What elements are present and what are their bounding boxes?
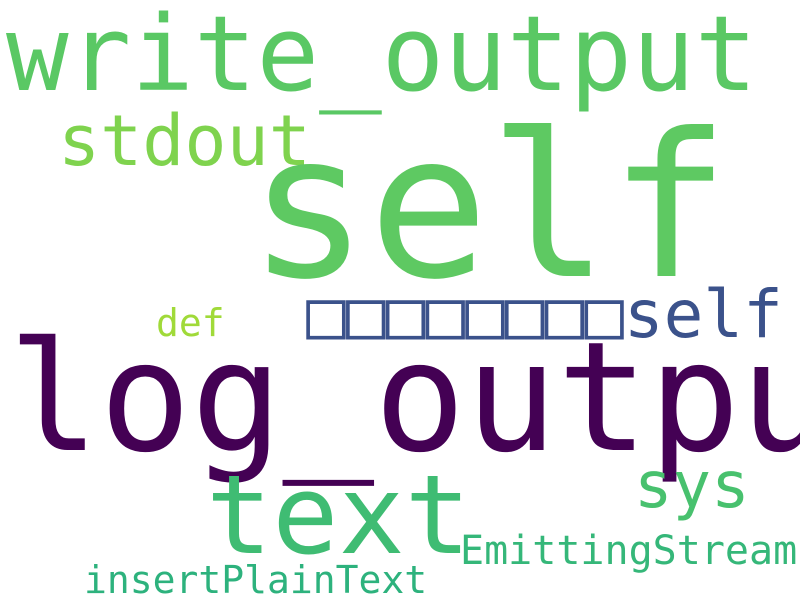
word-sys: sys: [634, 449, 750, 523]
word-stdout: stdout: [58, 100, 311, 182]
word-def: def: [156, 301, 225, 345]
word-write-output: write_output: [6, 0, 758, 115]
word-boxes-self: □□□□□□□□self: [306, 276, 783, 353]
word-self-large: self: [248, 91, 730, 324]
word-emitting-stream: EmittingStream: [460, 528, 798, 574]
word-log-output: log_output: [8, 309, 800, 486]
word-text: text: [206, 451, 471, 579]
word-insert-plain-text: insertPlainText: [84, 558, 428, 600]
